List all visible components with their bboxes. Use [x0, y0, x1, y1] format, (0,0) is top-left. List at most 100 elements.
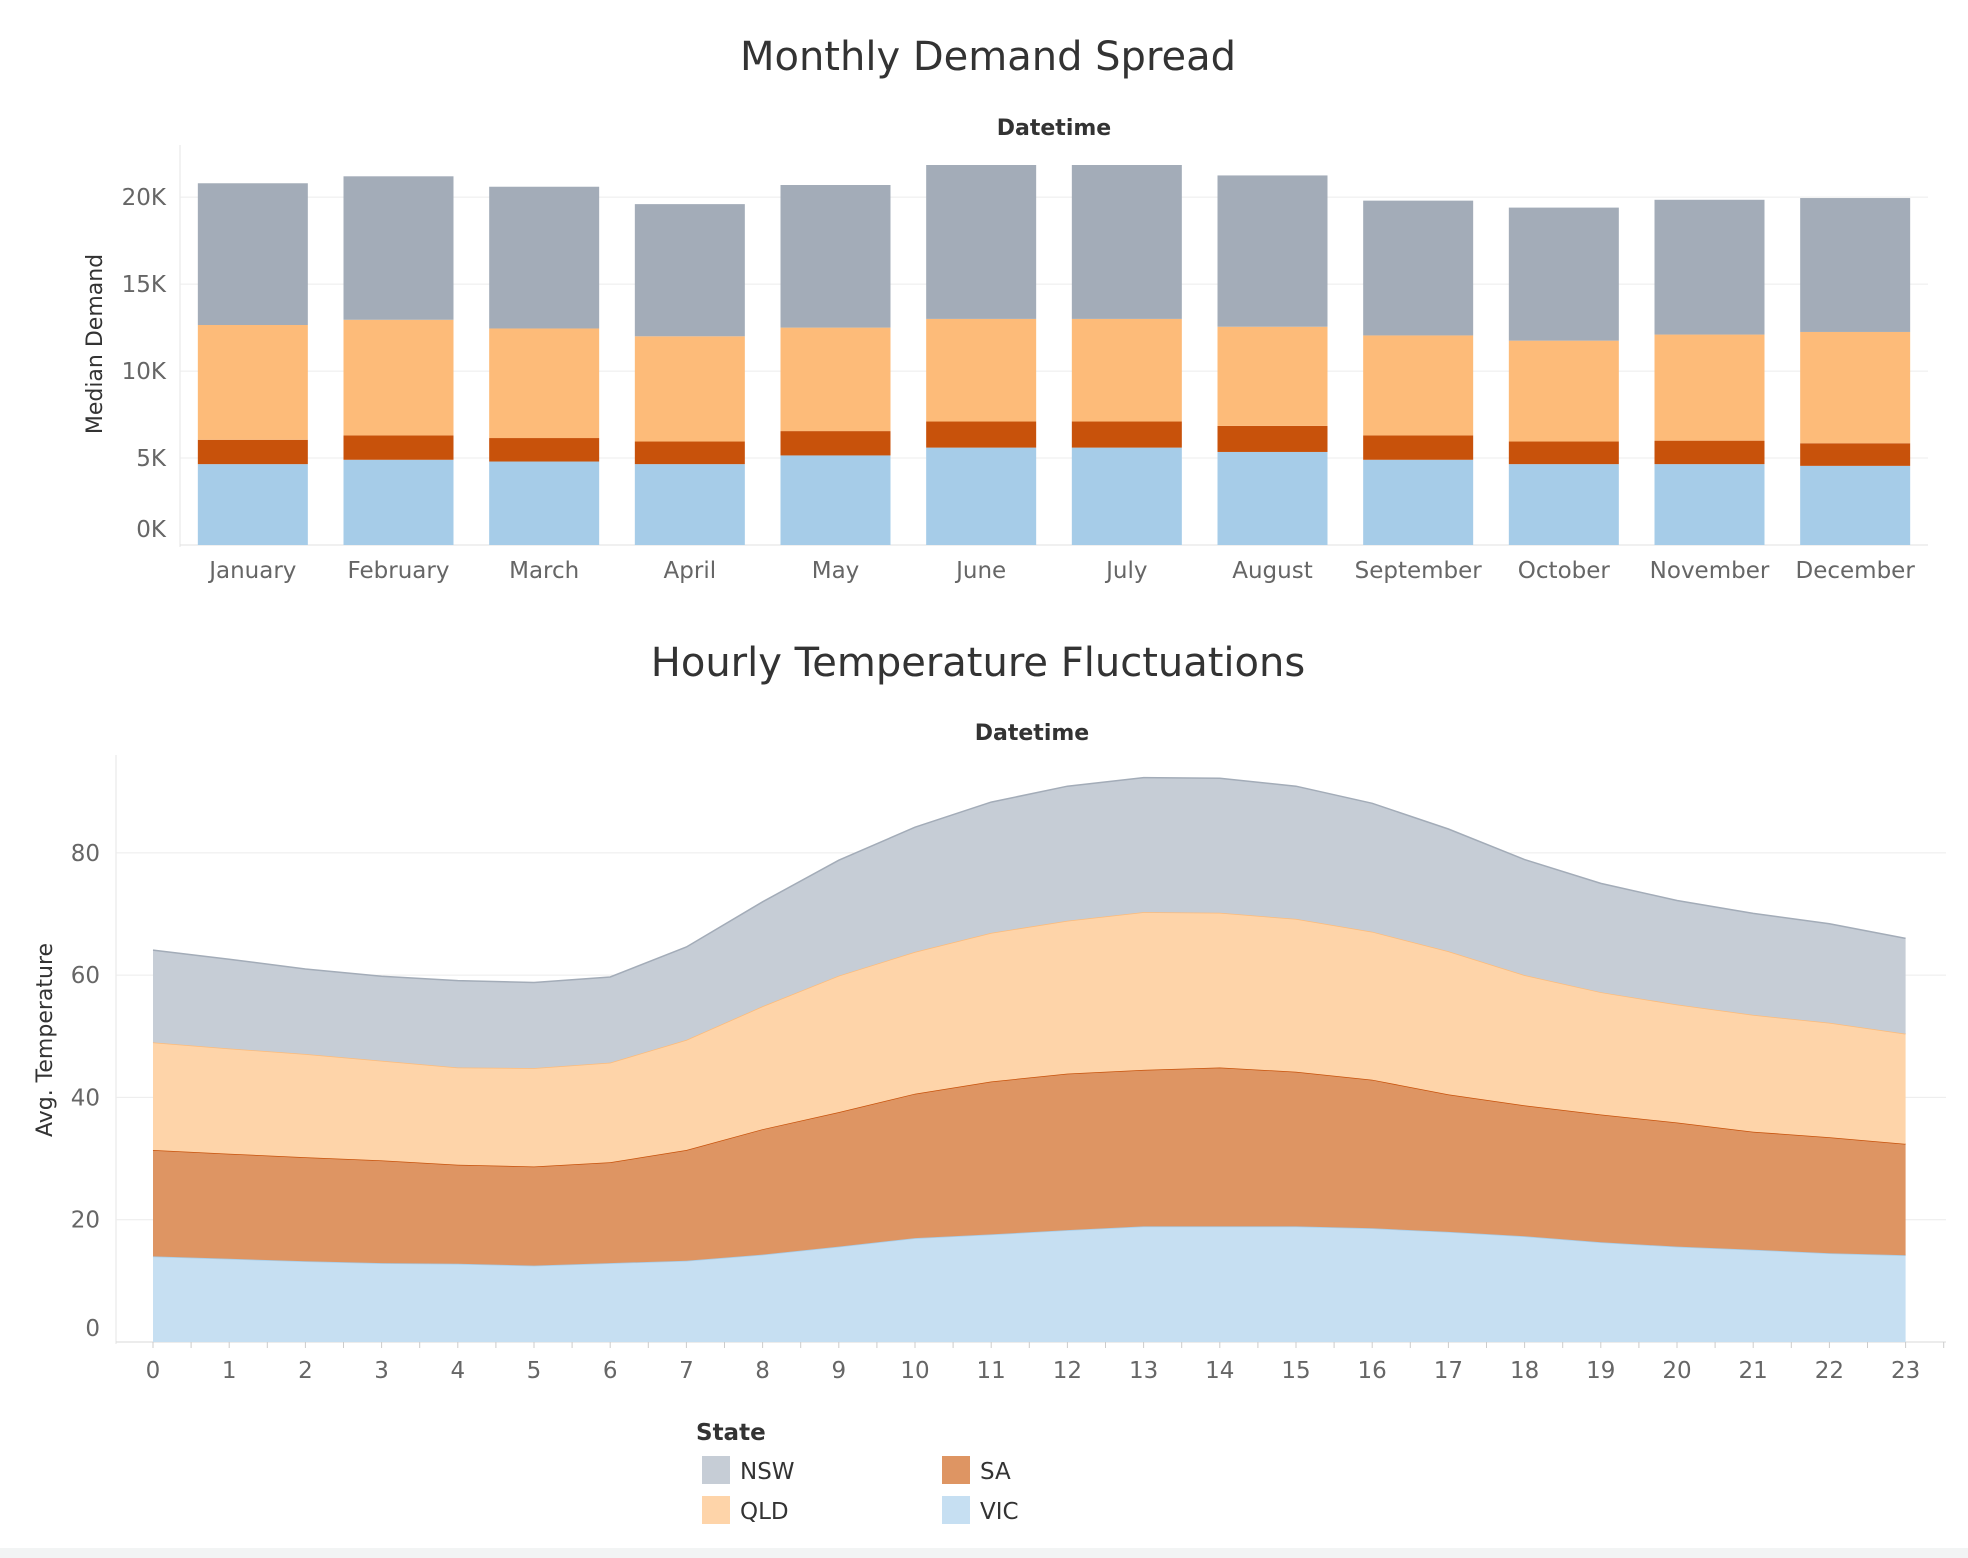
- bar-stack[interactable]: [780, 185, 891, 545]
- bar-chart-y-tick-label: 5K: [136, 446, 167, 472]
- bar-segment-qld[interactable]: [1071, 318, 1182, 422]
- bar-segment-qld[interactable]: [634, 336, 745, 442]
- area-band-qld[interactable]: [153, 912, 1906, 1167]
- legend-swatch: [942, 1456, 970, 1484]
- bar-segment-sa[interactable]: [926, 421, 1037, 448]
- legend-swatch: [942, 1496, 970, 1524]
- area-chart-x-tick-label: 6: [603, 1358, 618, 1384]
- area-chart-x-ticks: 0 1 2 3 4 5 6 7 8 9 10 11 12 13 14 15 16 17 18 19 20 21 22 23: [146, 1342, 1945, 1384]
- bar-segment-sa[interactable]: [634, 441, 745, 465]
- bar-segment-vic[interactable]: [1508, 464, 1619, 545]
- bar-segment-sa[interactable]: [1363, 435, 1474, 460]
- bar-chart-x-tick-label: October: [1518, 558, 1611, 584]
- area-chart-column-header: Datetime: [975, 721, 1089, 746]
- bar-segment-nsw[interactable]: [780, 185, 891, 328]
- bar-stack[interactable]: [1508, 207, 1619, 545]
- bar-chart-x-tick-label: April: [664, 558, 717, 584]
- bar-segment-vic[interactable]: [1071, 447, 1182, 545]
- legend-item-qld[interactable]: QLD: [702, 1496, 789, 1525]
- bar-segment-qld[interactable]: [1363, 335, 1474, 436]
- area-chart-x-tick-label: 11: [977, 1358, 1006, 1384]
- bar-chart-y-tick-label: 15K: [122, 272, 167, 298]
- area-band-nsw[interactable]: [153, 777, 1906, 1069]
- legend-item-sa[interactable]: SA: [942, 1456, 1011, 1485]
- area-chart-x-tick-label: 21: [1739, 1358, 1768, 1384]
- bar-chart-x-tick-label: July: [1104, 558, 1147, 584]
- bar-segment-nsw[interactable]: [1654, 199, 1765, 335]
- area-chart-x-tick-label: 1: [222, 1358, 237, 1384]
- bar-segment-nsw[interactable]: [634, 204, 745, 337]
- bar-segment-vic[interactable]: [197, 464, 308, 545]
- bar-segment-vic[interactable]: [1363, 459, 1474, 545]
- bar-segment-sa[interactable]: [489, 438, 600, 462]
- area-band-sa[interactable]: [153, 1067, 1906, 1266]
- area-chart-areas: [152, 776, 1906, 1342]
- bar-segment-qld[interactable]: [489, 328, 600, 439]
- bar-segment-sa[interactable]: [1071, 421, 1182, 448]
- legend-label: SA: [980, 1459, 1011, 1485]
- bar-segment-vic[interactable]: [1217, 451, 1328, 545]
- bar-stack[interactable]: [343, 176, 454, 545]
- bar-segment-sa[interactable]: [1654, 440, 1765, 465]
- bar-segment-vic[interactable]: [343, 459, 454, 545]
- bar-segment-qld[interactable]: [1654, 334, 1765, 441]
- bar-segment-vic[interactable]: [634, 464, 745, 545]
- bar-segment-vic[interactable]: [780, 455, 891, 545]
- area-chart-y-tick-label: 20: [71, 1208, 100, 1234]
- bar-chart-x-tick-label: May: [812, 558, 860, 584]
- bar-segment-qld[interactable]: [780, 327, 891, 432]
- bar-stack[interactable]: [926, 165, 1037, 545]
- bar-segment-qld[interactable]: [1800, 331, 1911, 444]
- bar-segment-qld[interactable]: [1217, 326, 1328, 426]
- legend-item-vic[interactable]: VIC: [942, 1496, 1019, 1525]
- bar-segment-vic[interactable]: [1800, 465, 1911, 545]
- bar-stack[interactable]: [489, 186, 600, 545]
- bar-segment-nsw[interactable]: [1217, 175, 1328, 327]
- bar-segment-nsw[interactable]: [1800, 198, 1911, 332]
- area-chart-x-tick-label: 3: [374, 1358, 389, 1384]
- legend-swatch: [702, 1456, 730, 1484]
- bar-segment-nsw[interactable]: [489, 186, 600, 329]
- bar-segment-sa[interactable]: [1800, 443, 1911, 466]
- bar-segment-nsw[interactable]: [1363, 200, 1474, 336]
- bar-stack[interactable]: [1217, 175, 1328, 545]
- bar-segment-vic[interactable]: [1654, 464, 1765, 545]
- legend-item-nsw[interactable]: NSW: [702, 1456, 795, 1485]
- bar-segment-sa[interactable]: [1217, 425, 1328, 452]
- bar-segment-sa[interactable]: [197, 439, 308, 465]
- area-line-vic: [152, 1225, 1906, 1267]
- bar-segment-nsw[interactable]: [1508, 207, 1619, 341]
- area-chart-x-tick-label: 14: [1205, 1358, 1234, 1384]
- bar-segment-nsw[interactable]: [343, 176, 454, 320]
- state-legend[interactable]: State NSW SA QLD VIC: [696, 1420, 1019, 1525]
- bar-stack[interactable]: [1071, 165, 1182, 545]
- bar-chart-column-header: Datetime: [997, 116, 1111, 141]
- bar-segment-nsw[interactable]: [1071, 165, 1182, 319]
- bar-segment-qld[interactable]: [926, 318, 1037, 422]
- area-chart-x-tick-label: 4: [450, 1358, 465, 1384]
- bar-segment-sa[interactable]: [343, 435, 454, 460]
- bar-segment-nsw[interactable]: [197, 183, 308, 325]
- bar-stack[interactable]: [1654, 199, 1765, 545]
- bar-segment-qld[interactable]: [197, 325, 308, 440]
- legend-swatch: [702, 1496, 730, 1524]
- bar-segment-nsw[interactable]: [926, 165, 1037, 319]
- area-chart-title: Hourly Temperature Fluctuations: [651, 640, 1305, 686]
- bar-stack[interactable]: [1363, 200, 1474, 545]
- area-chart-x-tick-label: 18: [1510, 1358, 1539, 1384]
- bar-stack[interactable]: [634, 204, 745, 545]
- area-chart-x-tick-label: 0: [146, 1358, 161, 1384]
- bar-segment-vic[interactable]: [926, 447, 1037, 545]
- legend-label: QLD: [740, 1499, 789, 1525]
- bar-segment-qld[interactable]: [1508, 340, 1619, 442]
- bar-stack[interactable]: [1800, 198, 1911, 545]
- bar-chart-x-tick-label: June: [954, 558, 1006, 584]
- bar-segment-qld[interactable]: [343, 319, 454, 436]
- bar-segment-sa[interactable]: [780, 431, 891, 456]
- hourly-temperature-chart: Hourly Temperature Fluctuations Datetime…: [33, 640, 1946, 1384]
- bar-segment-vic[interactable]: [489, 461, 600, 545]
- bar-stack[interactable]: [197, 183, 308, 545]
- bar-chart-x-tick-label: March: [509, 558, 579, 584]
- bar-segment-sa[interactable]: [1508, 441, 1619, 465]
- area-band-vic[interactable]: [153, 1226, 1906, 1342]
